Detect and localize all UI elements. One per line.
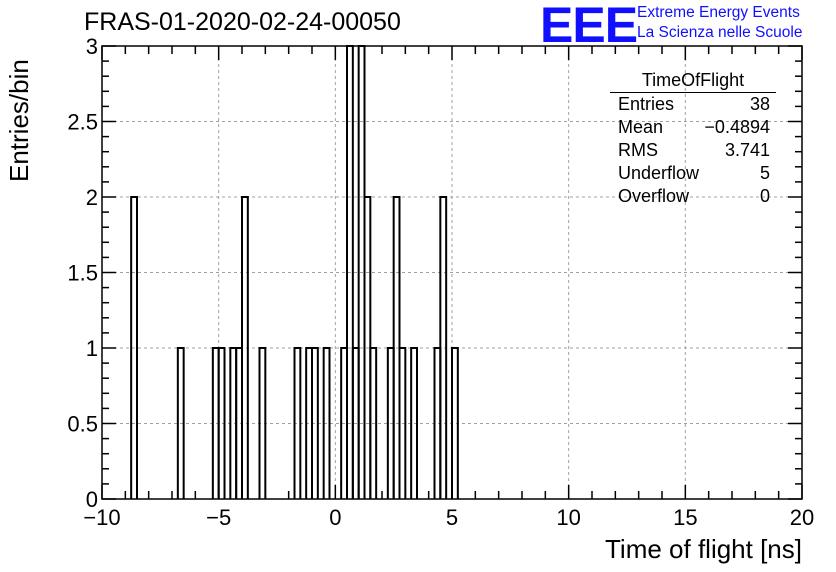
stats-box: TimeOfFlight Entries 38 Mean −0.4894 RMS…	[610, 70, 776, 208]
histogram-bin	[311, 347, 319, 499]
chart-title: FRAS-01-2020-02-24-00050	[84, 8, 401, 36]
eee-tagline-line1: Extreme Energy Events	[637, 4, 800, 21]
x-tick-label: 5	[446, 505, 458, 530]
stats-value: 0	[759, 186, 770, 206]
y-tick-label: 1.5	[67, 261, 98, 286]
stats-value: 3.741	[724, 140, 770, 160]
stats-label: Underflow	[618, 163, 700, 183]
histogram-bins	[130, 45, 459, 499]
stats-row-rms: RMS 3.741	[610, 139, 776, 162]
y-axis-label: Entries/bin	[4, 59, 34, 182]
stats-row-mean: Mean −0.4894	[610, 116, 776, 139]
histogram-bin	[130, 196, 138, 499]
stats-label: Entries	[618, 94, 675, 114]
axis-ticks	[101, 45, 803, 500]
eee-tagline-line2: La Scienza nelle Scuole	[637, 24, 803, 41]
stats-value: 5	[759, 163, 770, 183]
y-tick-label: 2	[86, 185, 98, 210]
x-tick-label: −10	[83, 505, 120, 530]
histogram-bin	[439, 196, 448, 499]
histogram-bin	[398, 347, 407, 499]
y-tick-label: 0.5	[67, 412, 98, 437]
histogram-bin	[258, 347, 267, 499]
histogram-bin	[451, 347, 459, 499]
histogram-bin	[293, 347, 302, 499]
stats-label: Mean	[618, 117, 664, 137]
x-tick-label: −5	[206, 505, 231, 530]
x-tick-label: 20	[790, 505, 814, 530]
x-axis-label: Time of flight [ns]	[605, 534, 802, 564]
y-tick-label: 0	[86, 487, 98, 512]
stats-value: −0.4894	[704, 117, 770, 137]
eee-tagline: Extreme Energy Events La Scienza nelle S…	[637, 3, 802, 43]
stats-row-underflow: Underflow 5	[610, 162, 776, 185]
y-tick-label: 3	[86, 34, 98, 59]
stats-label: Overflow	[618, 186, 690, 206]
stats-row-overflow: Overflow 0	[610, 185, 776, 208]
axis-tick-labels: −10 −5 0 5 10 15 20 0 0.5 1 1.5 2 2.5 3	[67, 34, 814, 530]
stats-value: 38	[749, 94, 770, 114]
y-tick-label: 2.5	[67, 110, 98, 135]
histogram-bin	[176, 347, 185, 499]
stats-row-entries: Entries 38	[610, 93, 776, 116]
x-tick-label: 10	[556, 505, 580, 530]
histogram-bin	[322, 347, 331, 499]
histogram-bin	[241, 196, 249, 499]
stats-label: RMS	[618, 140, 658, 160]
histogram-bin	[410, 347, 418, 499]
y-tick-label: 1	[86, 336, 98, 361]
x-tick-label: 15	[673, 505, 697, 530]
x-tick-label: 0	[329, 505, 341, 530]
histogram-bin	[369, 347, 378, 499]
stats-title: TimeOfFlight	[610, 70, 776, 93]
histogram-bin	[217, 347, 226, 499]
eee-logo: EEE	[540, 0, 638, 53]
